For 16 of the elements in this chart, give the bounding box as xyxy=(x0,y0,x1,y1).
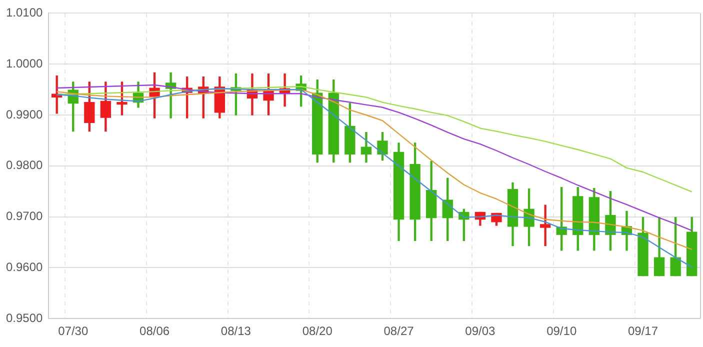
y-tick-label: 0.9500 xyxy=(6,310,44,325)
x-tick-label: 08/27 xyxy=(384,324,414,338)
x-tick-label: 09/10 xyxy=(546,324,577,338)
y-tick-label: 0.9700 xyxy=(6,209,44,224)
y-tick-label: 1.0100 xyxy=(6,6,44,20)
x-tick-label: 08/20 xyxy=(302,324,333,338)
x-tick-label: 08/13 xyxy=(220,324,252,338)
y-tick-label: 1.0000 xyxy=(6,56,44,70)
x-tick-label: 07/30 xyxy=(58,324,88,338)
x-tick-label: 09/17 xyxy=(628,324,658,338)
y-tick-label: 0.9900 xyxy=(6,107,44,122)
y-tick-label: 0.9600 xyxy=(6,260,44,274)
y-tick-label: 0.9800 xyxy=(6,158,44,172)
candlestick xyxy=(540,204,551,246)
x-tick-label: 09/03 xyxy=(465,324,496,338)
x-tick-label: 08/06 xyxy=(140,324,170,338)
